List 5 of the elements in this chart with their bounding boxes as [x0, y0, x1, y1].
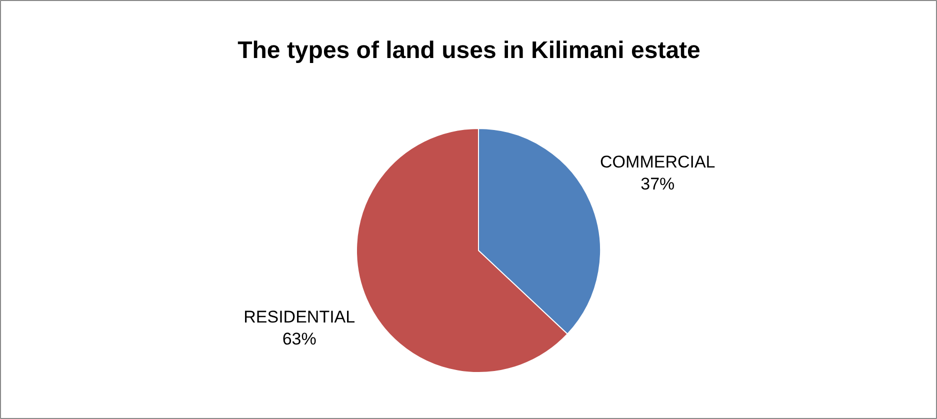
- slice-label: RESIDENTIAL: [244, 308, 356, 327]
- slice-label: COMMERCIAL: [600, 152, 716, 172]
- chart-title: The types of land uses in Kilimani estate: [238, 37, 700, 64]
- data-label: 37%: [640, 174, 675, 194]
- data-label: 63%: [282, 330, 316, 349]
